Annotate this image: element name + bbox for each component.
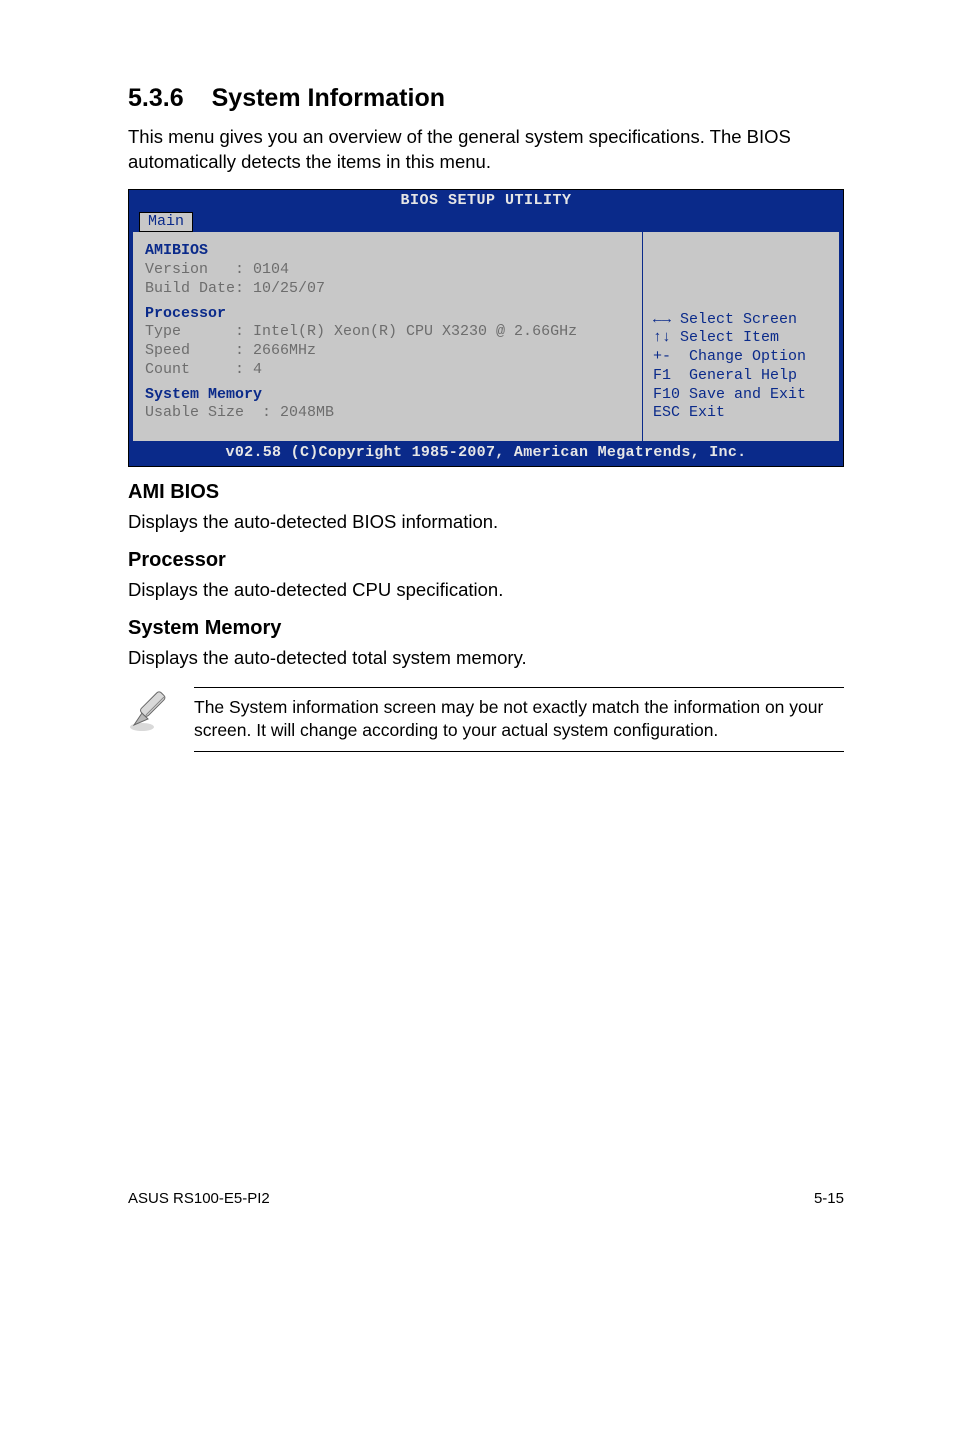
bios-build-date: Build Date: 10/25/07 — [145, 280, 630, 299]
system-memory-text: Displays the auto-detected total system … — [128, 646, 844, 671]
processor-subheading: Processor — [128, 549, 844, 572]
note-block: The System information screen may be not… — [128, 685, 844, 760]
ami-bios-heading: AMI BIOS — [128, 481, 844, 504]
processor-text: Displays the auto-detected CPU specifica… — [128, 578, 844, 603]
memory-usable: Usable Size : 2048MB — [145, 404, 630, 423]
note-rule-bottom — [194, 751, 844, 752]
page-footer: ASUS RS100-E5-PI2 5-15 — [128, 1190, 844, 1207]
amibios-heading: AMIBIOS — [145, 242, 630, 261]
bios-info-pane: AMIBIOS Version : 0104 Build Date: 10/25… — [133, 232, 643, 441]
note-rule-top — [194, 687, 844, 688]
section-number: 5.3.6 — [128, 84, 184, 113]
footer-model: ASUS RS100-E5-PI2 — [128, 1190, 270, 1207]
section-title: System Information — [212, 84, 445, 112]
cpu-type: Type : Intel(R) Xeon(R) CPU X3230 @ 2.66… — [145, 323, 630, 342]
bios-panel: BIOS SETUP UTILITY Main AMIBIOS Version … — [128, 189, 844, 467]
arrows-lr-icon: ←→ — [653, 311, 671, 328]
bios-tab-main[interactable]: Main — [139, 212, 193, 233]
help-select-item: ↑↓ Select Item — [653, 329, 829, 348]
bios-help-pane: ←→ Select Screen ↑↓ Select Item +- Chang… — [643, 232, 839, 441]
help-text: Select Item — [671, 329, 779, 346]
help-select-screen: ←→ Select Screen — [653, 311, 829, 330]
bios-tab-row: Main — [129, 212, 843, 233]
cpu-count: Count : 4 — [145, 361, 630, 380]
help-change-option: +- Change Option — [653, 348, 829, 367]
help-general-help: F1 General Help — [653, 367, 829, 386]
intro-paragraph: This menu gives you an overview of the g… — [128, 125, 844, 175]
ami-bios-text: Displays the auto-detected BIOS informat… — [128, 510, 844, 535]
bios-version: Version : 0104 — [145, 261, 630, 280]
help-text: Select Screen — [680, 311, 797, 328]
memory-heading: System Memory — [145, 386, 630, 405]
bios-title: BIOS SETUP UTILITY — [129, 190, 843, 212]
section-heading: 5.3.6 System Information — [128, 84, 844, 113]
help-save-exit: F10 Save and Exit — [653, 386, 829, 405]
cpu-speed: Speed : 2666MHz — [145, 342, 630, 361]
footer-page-number: 5-15 — [814, 1190, 844, 1207]
arrows-ud-icon: ↑↓ — [653, 329, 671, 346]
system-memory-heading: System Memory — [128, 617, 844, 640]
note-text: The System information screen may be not… — [194, 696, 844, 743]
processor-heading: Processor — [145, 305, 630, 324]
pencil-icon — [128, 685, 176, 738]
help-esc-exit: ESC Exit — [653, 404, 829, 423]
bios-copyright: v02.58 (C)Copyright 1985-2007, American … — [129, 443, 843, 466]
